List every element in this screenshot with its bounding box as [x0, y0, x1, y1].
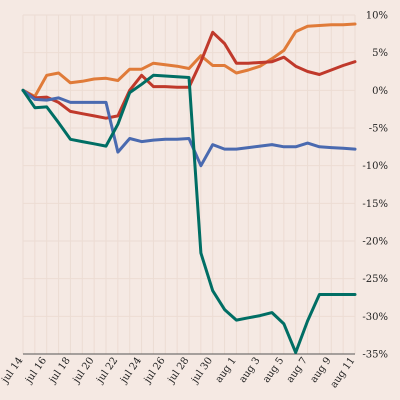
y-tick-label: -5% — [369, 124, 388, 135]
x-tick-label: jul 16 — [23, 355, 49, 386]
y-tick-labels: 10% 5% 0% -5% -10% -15% -20% -25% -30% -35% — [362, 11, 388, 361]
y-tick-label: 5% — [372, 48, 388, 59]
series-line-4 — [21, 73, 357, 354]
x-tick-label: jul 22 — [94, 355, 120, 386]
y-tick-label: -35% — [362, 350, 388, 361]
x-tick-label: jul 30 — [189, 355, 215, 386]
y-tick-label: -10% — [362, 161, 388, 172]
x-tick-label: aug 3 — [237, 355, 262, 385]
series-line-3 — [21, 88, 357, 168]
y-tick-label: 0% — [372, 86, 388, 97]
y-tick-label: 10% — [366, 11, 388, 22]
y-tick-label: -30% — [362, 312, 388, 323]
x-tick-label: jul 14 — [0, 355, 25, 386]
x-tick-label: aug 11 — [329, 355, 358, 390]
grid — [22, 14, 356, 355]
series-group — [21, 22, 357, 354]
x-tick-label: aug 5 — [261, 355, 286, 385]
y-tick-label: -25% — [362, 274, 388, 285]
y-tick-label: -20% — [362, 237, 388, 248]
x-tick-label: aug 7 — [285, 355, 310, 385]
x-tick-label: jul 24 — [118, 355, 144, 386]
x-tick-label: jul 26 — [142, 355, 168, 386]
y-tick-label: -15% — [362, 199, 388, 210]
x-tick-label: aug 1 — [214, 355, 239, 385]
x-tick-label: jul 28 — [165, 355, 191, 386]
x-tick-label: jul 20 — [71, 355, 97, 386]
x-tick-label: jul 18 — [47, 355, 73, 386]
series-line-1 — [21, 22, 357, 98]
